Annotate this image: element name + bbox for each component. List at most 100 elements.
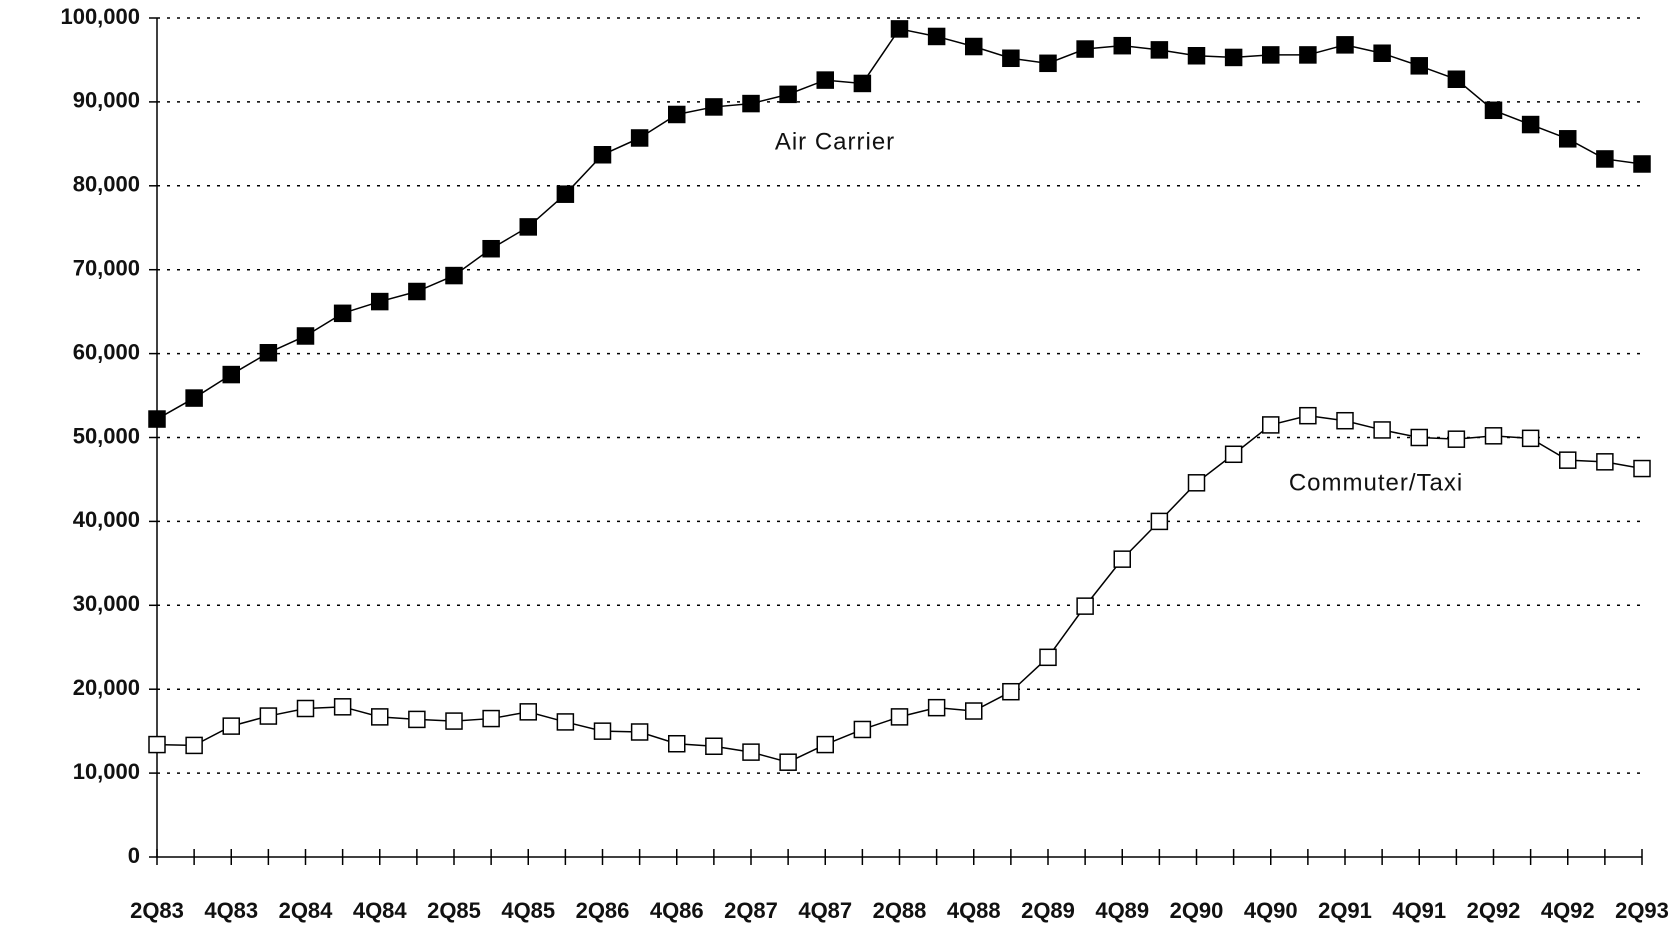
data-point — [556, 185, 575, 203]
data-point — [296, 699, 315, 718]
series-label: Commuter/Taxi — [1289, 469, 1463, 496]
data-point — [927, 698, 946, 717]
data-point — [1484, 101, 1503, 120]
data-point — [222, 717, 240, 735]
x-tick-label: 2Q86 — [576, 898, 630, 923]
data-point — [593, 146, 612, 164]
data-point — [927, 27, 946, 46]
data-point — [1076, 597, 1094, 615]
x-tick-label: 2Q87 — [724, 898, 778, 923]
data-point — [222, 365, 240, 384]
data-point — [853, 74, 872, 93]
data-point — [445, 266, 463, 285]
data-point — [890, 708, 909, 726]
data-point — [185, 736, 203, 755]
data-point — [1076, 40, 1094, 58]
data-point — [519, 218, 537, 236]
data-point — [705, 98, 723, 116]
data-point — [1002, 682, 1020, 701]
x-tick-label: 2Q93 — [1615, 898, 1669, 923]
x-tick-label: 4Q87 — [798, 898, 852, 923]
y-tick-label: 50,000 — [73, 423, 140, 448]
data-point — [1336, 36, 1354, 54]
x-tick-label: 4Q92 — [1541, 898, 1595, 923]
data-point — [1559, 130, 1577, 148]
data-point — [1521, 115, 1540, 134]
y-tick-label: 40,000 — [73, 507, 140, 532]
data-point — [445, 712, 463, 730]
data-point — [408, 282, 426, 301]
y-tick-label: 20,000 — [73, 675, 140, 700]
x-tick-label: 4Q88 — [947, 898, 1001, 923]
data-point — [705, 737, 723, 756]
data-point — [259, 344, 278, 362]
x-tick-label: 2Q89 — [1021, 898, 1075, 923]
data-point — [1224, 48, 1243, 67]
data-point — [259, 707, 278, 725]
data-point — [1373, 44, 1391, 62]
data-point — [1633, 155, 1651, 173]
data-point — [1224, 445, 1243, 464]
series-line — [156, 28, 1643, 420]
data-point — [1447, 70, 1466, 88]
data-point — [1262, 46, 1280, 64]
x-tick-label: 2Q85 — [427, 898, 481, 923]
data-point — [556, 713, 575, 731]
y-tick-label: 0 — [128, 843, 140, 868]
x-tick-label: 2Q92 — [1467, 898, 1521, 923]
data-point — [668, 734, 686, 753]
data-point — [668, 105, 686, 124]
data-point — [1410, 428, 1428, 447]
data-point — [1113, 550, 1131, 568]
data-point — [816, 71, 834, 89]
data-point — [185, 389, 203, 407]
x-tick-label: 4Q91 — [1392, 898, 1446, 923]
series-label: Air Carrier — [775, 128, 895, 155]
data-point — [1187, 474, 1206, 492]
data-point — [1484, 427, 1503, 445]
x-tick-label: 4Q90 — [1244, 898, 1298, 923]
data-point — [1262, 416, 1280, 434]
data-point — [779, 85, 797, 104]
data-point — [1113, 36, 1131, 55]
x-tick-label: 4Q89 — [1095, 898, 1149, 923]
data-point — [1633, 459, 1651, 478]
data-point — [1002, 49, 1020, 68]
data-point — [1373, 421, 1391, 439]
data-point — [1187, 47, 1206, 65]
data-point — [1410, 57, 1428, 75]
data-point — [816, 735, 834, 754]
y-tick-label: 30,000 — [73, 591, 140, 616]
data-point — [482, 709, 500, 728]
data-point — [1299, 406, 1317, 425]
data-point — [742, 94, 760, 113]
x-tick-label: 4Q83 — [204, 898, 258, 923]
x-tick-label: 4Q86 — [650, 898, 704, 923]
x-tick-label: 2Q88 — [873, 898, 927, 923]
x-tick-label: 2Q91 — [1318, 898, 1372, 923]
data-point — [1336, 411, 1354, 430]
data-point — [333, 304, 352, 323]
data-point — [1447, 430, 1466, 448]
data-point — [1150, 512, 1169, 531]
data-point — [1150, 41, 1169, 59]
y-tick-label: 80,000 — [73, 172, 140, 197]
data-point — [482, 239, 500, 258]
data-point — [148, 735, 166, 754]
data-point — [890, 20, 909, 38]
data-point — [630, 129, 649, 147]
data-point — [371, 708, 389, 726]
data-point — [630, 723, 649, 741]
x-tick-label: 2Q84 — [279, 898, 334, 923]
y-tick-label: 10,000 — [73, 759, 140, 784]
data-point — [853, 720, 872, 739]
y-tick-label: 60,000 — [73, 339, 140, 364]
data-point — [965, 37, 983, 56]
data-point — [408, 710, 426, 729]
data-point — [1039, 648, 1057, 667]
x-tick-label: 4Q84 — [353, 898, 408, 923]
x-tick-label: 2Q90 — [1170, 898, 1224, 923]
data-point — [296, 327, 315, 345]
data-point — [1299, 46, 1317, 64]
